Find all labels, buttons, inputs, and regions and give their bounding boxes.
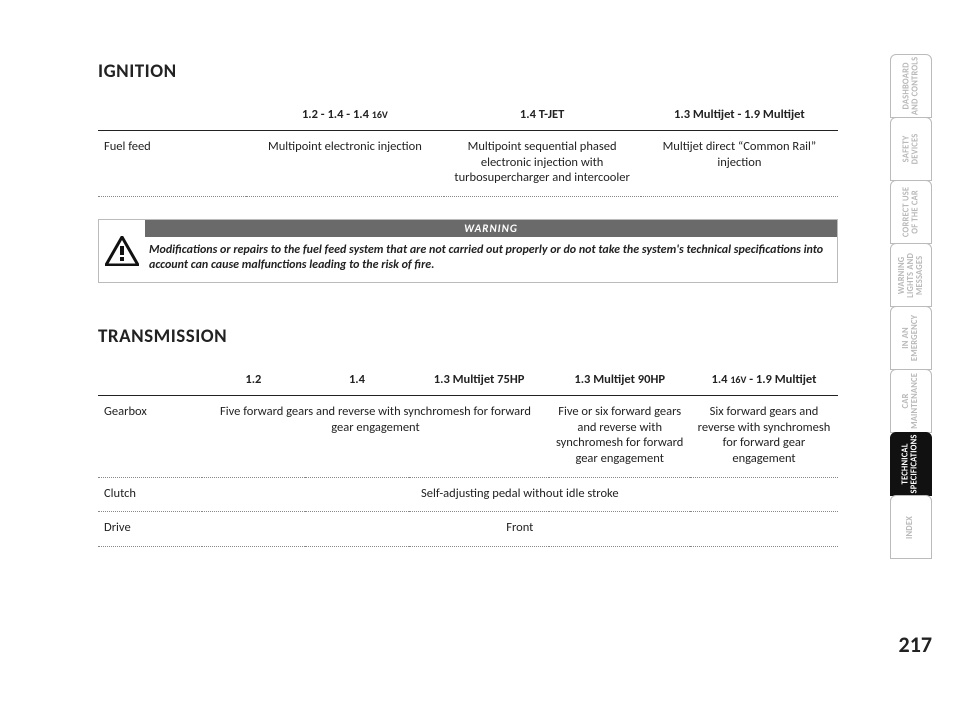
- ignition-col-2: 1.3 Multijet - 1.9 Multijet: [641, 101, 838, 131]
- tab-in-an-emergency[interactable]: IN ANEMERGENCY: [890, 306, 932, 370]
- trans-col-3: 1.3 Multijet 90HP: [549, 366, 690, 396]
- cell: Six forward gears and reverse with synch…: [690, 396, 838, 478]
- row-label: Fuel feed: [98, 131, 246, 197]
- transmission-header-row: 1.2 1.4 1.3 Multijet 75HP 1.3 Multijet 9…: [98, 366, 838, 396]
- warning-box: WARNING Modifications or repairs to the …: [98, 219, 838, 283]
- tab-label: DASHBOARDAND CONTROLS: [902, 57, 920, 115]
- trans-col-2: 1.3 Multijet 75HP: [409, 366, 550, 396]
- tab-label: CORRECT USEOF THE CAR: [902, 187, 920, 237]
- tab-index[interactable]: INDEX: [890, 495, 932, 559]
- table-row: Clutch Self-adjusting pedal without idle…: [98, 477, 838, 512]
- tab-label: IN ANEMERGENCY: [902, 315, 920, 361]
- tab-car-maintenance[interactable]: CARMAINTENANCE: [890, 369, 932, 433]
- row-label: Gearbox: [98, 396, 202, 478]
- warning-text: Modifications or repairs to the fuel fee…: [145, 237, 837, 282]
- ignition-heading: IGNITION: [98, 60, 838, 83]
- cell: Multijet direct “Common Rail” injection: [641, 131, 838, 197]
- ignition-header-row: 1.2 - 1.4 - 1.4 16V 1.4 T-JET 1.3 Multij…: [98, 101, 838, 131]
- transmission-heading: TRANSMISSION: [98, 325, 838, 348]
- tab-warning-lights-and-messages[interactable]: WARNINGLIGHTS ANDMESSAGES: [890, 243, 932, 307]
- ignition-table: 1.2 - 1.4 - 1.4 16V 1.4 T-JET 1.3 Multij…: [98, 101, 838, 197]
- tab-safety-devices[interactable]: SAFETYDEVICES: [890, 117, 932, 181]
- tab-label: SAFETYDEVICES: [902, 134, 920, 165]
- cell: Multipoint sequential phased electronic …: [444, 131, 641, 197]
- ignition-col-1: 1.4 T-JET: [444, 101, 641, 131]
- trans-col-4: 1.4 16V - 1.9 Multijet: [690, 366, 838, 396]
- tab-label: INDEX: [907, 515, 916, 538]
- tab-label: TECHNICALSPECIFICATIONS: [902, 434, 920, 493]
- section-tabs: DASHBOARDAND CONTROLS SAFETYDEVICES CORR…: [890, 54, 932, 558]
- cell: Self-adjusting pedal without idle stroke: [202, 477, 838, 512]
- warning-header: WARNING: [145, 220, 837, 237]
- cell: Five or six forward gears and reverse wi…: [549, 396, 690, 478]
- table-row: Fuel feed Multipoint electronic injectio…: [98, 131, 838, 197]
- table-row: Gearbox Five forward gears and reverse w…: [98, 396, 838, 478]
- trans-col-0: 1.2: [202, 366, 306, 396]
- cell: Front: [202, 512, 838, 547]
- tab-label: CARMAINTENANCE: [902, 373, 920, 429]
- warning-triangle-icon: [99, 220, 145, 282]
- tab-correct-use-of-the-car[interactable]: CORRECT USEOF THE CAR: [890, 180, 932, 244]
- page-number: 217: [899, 631, 932, 658]
- row-label: Drive: [98, 512, 202, 547]
- row-label: Clutch: [98, 477, 202, 512]
- page-content: IGNITION 1.2 - 1.4 - 1.4 16V 1.4 T-JET 1…: [98, 60, 838, 547]
- cell: Multipoint electronic injection: [246, 131, 443, 197]
- tab-technical-specifications[interactable]: TECHNICALSPECIFICATIONS: [890, 432, 932, 496]
- tab-dashboard-and-controls[interactable]: DASHBOARDAND CONTROLS: [890, 54, 932, 118]
- table-row: Drive Front: [98, 512, 838, 547]
- cell: Five forward gears and reverse with sync…: [202, 396, 550, 478]
- ignition-col-0: 1.2 - 1.4 - 1.4 16V: [246, 101, 443, 131]
- trans-col-1: 1.4: [305, 366, 409, 396]
- transmission-table: 1.2 1.4 1.3 Multijet 75HP 1.3 Multijet 9…: [98, 366, 838, 547]
- tab-label: WARNINGLIGHTS ANDMESSAGES: [898, 253, 925, 298]
